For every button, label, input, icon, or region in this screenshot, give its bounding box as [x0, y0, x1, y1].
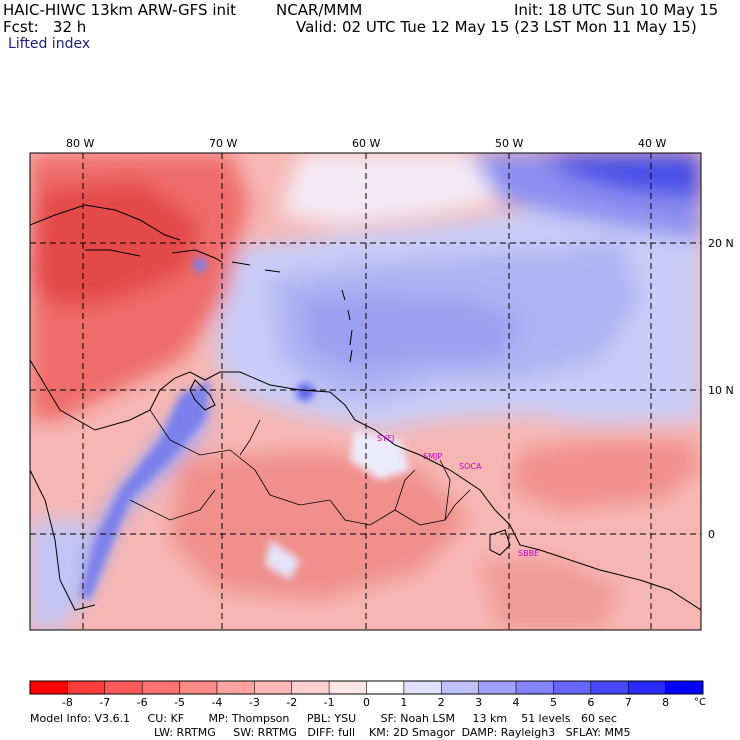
valid-time: Valid: 02 UTC Tue 12 May 15 (23 LST Mon … — [296, 18, 697, 36]
colorbar-swatch — [628, 681, 667, 694]
colorbar-tick-labels: -8 -7 -6 -5 -4 -3 -2 -1 0 1 2 3 4 5 6 7 8 — [62, 696, 669, 709]
colorbar-tick-label: 5 — [550, 696, 557, 709]
field-name: Lifted index — [8, 36, 91, 52]
longitude-labels: 80 W 70 W 60 W 50 W 40 W — [66, 137, 666, 150]
organization-label: NCAR/MMM — [276, 1, 363, 19]
colorbar-swatch — [67, 681, 106, 694]
colorbar-swatch — [30, 681, 68, 694]
lon-label-70w: 70 W — [209, 137, 237, 150]
colorbar-swatch — [665, 681, 704, 694]
station-labels: SYEJ SMJP SOCA SBBE — [377, 434, 539, 558]
colorbar-swatch — [553, 681, 592, 694]
forecast-hour: Fcst: 32 h — [3, 18, 87, 36]
colorbar-tick-label: -1 — [324, 696, 335, 709]
colorbar-swatch — [291, 681, 330, 694]
colorbar-swatch — [179, 681, 218, 694]
colorbar-tick-label: -8 — [62, 696, 73, 709]
station-sbbe: SBBE — [518, 549, 539, 558]
lat-label-20n: 20 N — [708, 237, 734, 250]
colorbar-tick-label: -7 — [99, 696, 110, 709]
colorbar-tick-label: -3 — [249, 696, 260, 709]
country-boundaries — [129, 409, 471, 526]
colorbar-tick-label: -6 — [137, 696, 148, 709]
shaded-field — [30, 153, 701, 630]
lat-lon-grid — [30, 153, 701, 630]
station-smjp: SMJP — [423, 452, 442, 461]
colorbar-tick-label: 3 — [475, 696, 482, 709]
colorbar-tick-label: 7 — [625, 696, 632, 709]
model-info-line2: LW: RRTMG SW: RRTMG DIFF: full KM: 2D Sm… — [154, 726, 631, 739]
model-title: HAIC-HIWC 13km ARW-GFS init — [3, 1, 237, 19]
colorbar-swatch — [366, 681, 405, 694]
colorbar-swatch — [329, 681, 367, 694]
colorbar-tick-label: 6 — [587, 696, 594, 709]
colorbar-unit: °C — [694, 697, 706, 708]
station-soca: SOCA — [459, 462, 482, 471]
colorbar-swatch — [403, 681, 442, 694]
init-time: Init: 18 UTC Sun 10 May 15 — [514, 1, 719, 19]
colorbar-tick-label: 4 — [513, 696, 520, 709]
lat-label-0: 0 — [708, 528, 715, 541]
colorbar-swatch — [516, 681, 554, 694]
colorbar — [29, 680, 704, 695]
lat-label-10n: 10 N — [708, 384, 734, 397]
colorbar-swatch — [441, 681, 480, 694]
model-info-line1: Model Info: V3.6.1 CU: KF MP: Thompson P… — [30, 712, 617, 725]
colorbar-swatch — [142, 681, 180, 694]
colorbar-swatch — [254, 681, 293, 694]
colorbar-swatch — [216, 681, 255, 694]
lon-label-60w: 60 W — [352, 137, 380, 150]
lon-label-50w: 50 W — [495, 137, 523, 150]
colorbar-tick-label: -5 — [174, 696, 185, 709]
colorbar-swatch — [478, 681, 517, 694]
colorbar-tick-label: -2 — [286, 696, 297, 709]
lon-label-40w: 40 W — [638, 137, 666, 150]
map-frame — [29, 152, 702, 631]
colorbar-tick-label: 1 — [400, 696, 407, 709]
lon-label-80w: 80 W — [66, 137, 94, 150]
colorbar-swatch — [590, 681, 629, 694]
latitude-labels: 20 N 10 N 0 — [708, 237, 734, 541]
colorbar-swatch — [104, 681, 143, 694]
colorbar-tick-label: -4 — [211, 696, 222, 709]
station-syej: SYEJ — [377, 434, 394, 443]
colorbar-tick-label: 0 — [363, 696, 370, 709]
colorbar-tick-label: 2 — [438, 696, 445, 709]
colorbar-tick-label: 8 — [662, 696, 669, 709]
